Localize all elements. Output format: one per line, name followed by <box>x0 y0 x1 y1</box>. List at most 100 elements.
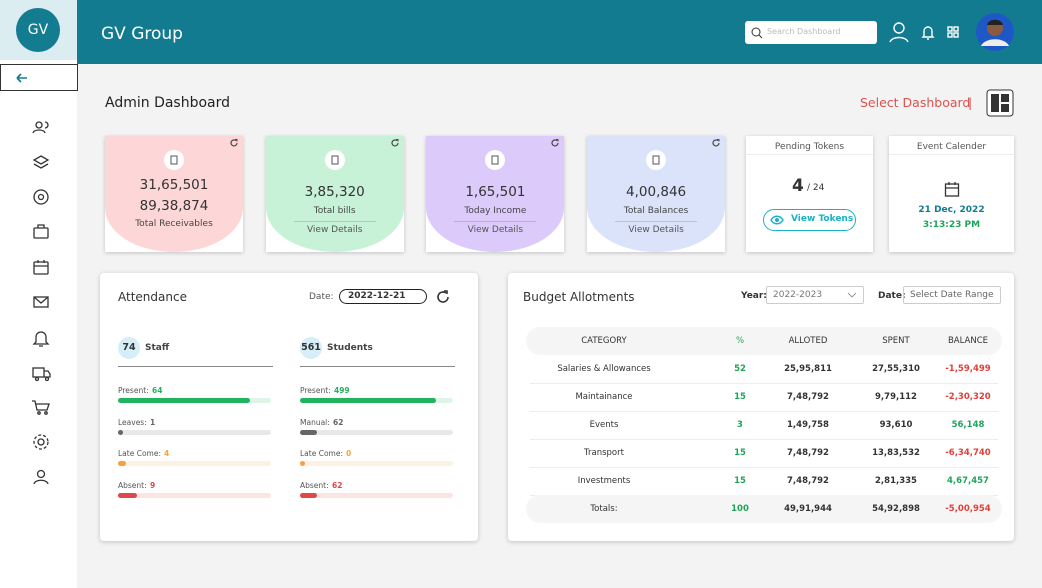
top-bar <box>77 0 1042 64</box>
table-cell: -2,30,320 <box>945 392 991 402</box>
stat-label: Absent: <box>118 480 147 490</box>
layout-button[interactable] <box>986 89 1014 117</box>
card-value: 3,85,320 <box>304 184 365 200</box>
panel-title: Budget Allotments <box>523 290 635 304</box>
panel-title: Attendance <box>118 290 187 304</box>
stat-card: 1,65,501 Today Income View Details <box>426 136 565 252</box>
table-cell: 15 <box>734 448 746 458</box>
view-details-link[interactable]: View Details <box>467 225 524 235</box>
table-cell: 15 <box>734 476 746 486</box>
bar <box>300 398 437 403</box>
table-cell: 56,148 <box>951 420 985 430</box>
table-cell: Maintainance <box>575 392 633 402</box>
table-cell: 2,81,335 <box>875 476 917 486</box>
stat-card: 3,85,320 Total bills View Details <box>265 136 404 252</box>
table-cell: 3 <box>737 420 743 430</box>
brand-name: GV Group <box>101 24 183 44</box>
select-dashboard[interactable]: Select Dashboard <box>860 95 971 110</box>
event-time: 3:13:23 PM <box>922 220 981 230</box>
totals-cell: 54,92,898 <box>872 504 920 514</box>
stat-value: 64 <box>152 386 163 395</box>
table-cell: 13,83,532 <box>872 448 920 458</box>
stat-value: 1 <box>150 417 156 427</box>
totals-cell: 49,91,944 <box>784 504 832 514</box>
header-icons[interactable] <box>887 20 967 44</box>
count-badge: 561 <box>300 337 322 359</box>
bar-track <box>118 429 271 435</box>
refresh-button[interactable] <box>435 289 451 305</box>
table-cell: 9,79,112 <box>875 392 917 402</box>
card-value: 89,38,874 <box>139 198 209 214</box>
totals-cell: 100 <box>731 504 749 514</box>
table-cell: 7,48,792 <box>787 476 829 486</box>
column-header: ALLOTED <box>788 336 828 346</box>
event-calendar-card: Event Calender 21 Dec, 2022 3:13:23 PM <box>889 136 1014 252</box>
table-cell: 27,55,310 <box>872 364 920 374</box>
date-input[interactable]: 2022-12-21 <box>339 289 427 304</box>
eye-icon <box>770 215 784 225</box>
nav-icons[interactable] <box>30 116 52 496</box>
bar <box>300 461 305 466</box>
divider <box>118 366 273 367</box>
stat-label: Present: <box>118 386 149 395</box>
table-cell: 7,48,792 <box>787 392 829 402</box>
event-date: 21 Dec, 2022 <box>918 205 985 215</box>
year-select[interactable]: 2022-2023 <box>766 286 864 304</box>
table-cell: 93,610 <box>879 420 913 430</box>
row-divider <box>530 411 998 412</box>
card-icon <box>324 150 345 170</box>
bar <box>118 429 123 435</box>
back-button[interactable] <box>0 64 78 91</box>
table-cell: -6,34,740 <box>945 448 991 458</box>
refresh-icon[interactable] <box>229 138 239 151</box>
stat-value: 0 <box>346 449 352 458</box>
stat-label: Late Come: <box>118 449 161 458</box>
row-divider <box>530 467 998 468</box>
table-cell: 15 <box>734 392 746 402</box>
table-header-row <box>526 327 1002 355</box>
table-cell: Salaries & Allowances <box>557 364 651 374</box>
group-label: Staff <box>145 343 170 353</box>
card-title: Pending Tokens <box>774 142 845 152</box>
date-range-input[interactable]: Select Date Range <box>903 286 1001 304</box>
bar <box>300 429 317 435</box>
token-count: 4 <box>792 176 804 196</box>
view-details-link[interactable]: View Details <box>628 225 684 235</box>
refresh-icon[interactable] <box>550 138 560 151</box>
stat-label: Leaves: <box>118 417 147 427</box>
table-cell: Events <box>589 420 619 430</box>
divider <box>454 221 537 222</box>
page-title: Admin Dashboard <box>105 95 231 111</box>
bar-track <box>118 461 271 466</box>
view-tokens-button[interactable]: View Tokens <box>763 209 856 231</box>
stat-value: 4 <box>164 449 170 458</box>
refresh-icon[interactable] <box>390 138 400 151</box>
pending-tokens-card: Pending Tokens 4 / 24 View Tokens <box>746 136 873 252</box>
totals-cell: -5,00,954 <box>945 504 991 514</box>
stat-label: Present: <box>300 386 331 395</box>
table-cell: Transport <box>584 448 624 458</box>
sidebar: GV <box>0 0 78 588</box>
stat-card: 31,65,501 89,38,874 Total Receivables <box>105 136 243 252</box>
dropdown-arrow <box>847 292 857 298</box>
totals-row <box>526 495 1002 523</box>
column-header: SPENT <box>882 336 910 346</box>
avatar[interactable] <box>975 12 1015 52</box>
separator: | <box>968 95 973 110</box>
search-input[interactable]: Search Dashboard <box>745 21 877 44</box>
column-header: CATEGORY <box>581 336 627 346</box>
card-value: 31,65,501 <box>139 177 209 193</box>
view-details-link[interactable]: View Details <box>306 225 363 235</box>
divider <box>300 366 455 367</box>
stat-value: 9 <box>150 480 156 490</box>
stat-label: Late Come: <box>300 449 343 458</box>
stat-value: 62 <box>332 480 343 490</box>
search-icon <box>751 27 763 39</box>
card-icon <box>485 150 506 170</box>
stat-label: Manual: <box>300 417 330 427</box>
table-cell: Investments <box>577 476 631 486</box>
divider <box>615 221 698 222</box>
refresh-icon[interactable] <box>711 138 721 151</box>
logo: GV <box>16 8 60 52</box>
card-value: 1,65,501 <box>465 184 526 200</box>
